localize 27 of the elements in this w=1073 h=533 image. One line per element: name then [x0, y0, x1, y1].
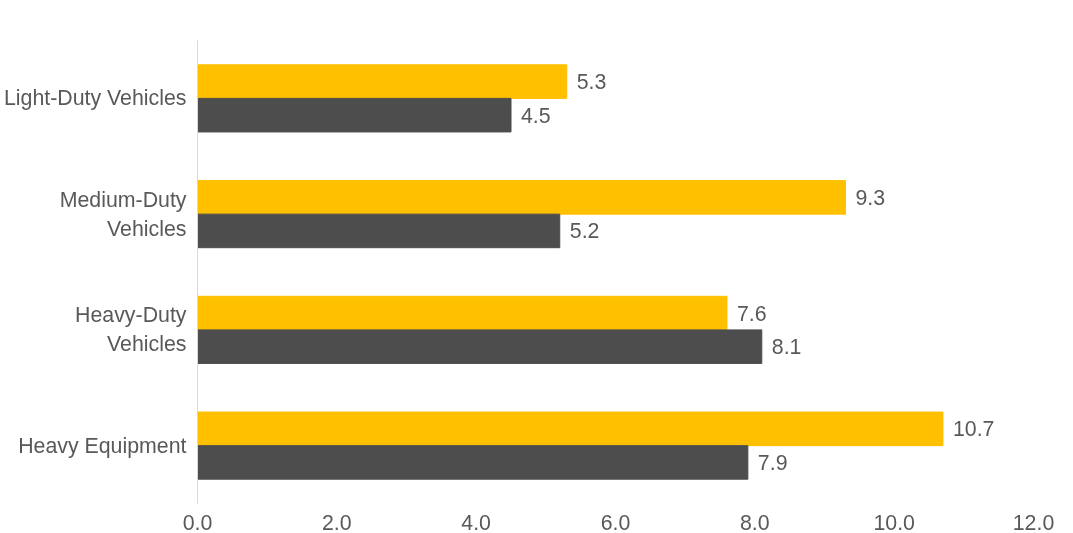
data-label: 10.7: [952, 417, 995, 442]
x-tick-label: 12.0: [1012, 510, 1055, 533]
bar: [197, 411, 944, 447]
bar: [197, 64, 568, 99]
data-label: 7.6: [736, 301, 767, 326]
x-tick-label: 6.0: [600, 510, 631, 533]
data-label: 5.2: [569, 219, 600, 244]
bar: [197, 180, 846, 215]
data-label: 7.9: [757, 450, 788, 475]
x-tick-label: 10.0: [873, 510, 916, 533]
bar: [197, 445, 749, 480]
x-tick-label: 0.0: [182, 510, 213, 533]
data-label: 4.5: [521, 103, 551, 128]
data-label: 8.1: [771, 335, 802, 360]
bar: [197, 295, 728, 331]
data-label: 5.3: [576, 70, 607, 95]
bar: [197, 329, 763, 364]
x-tick-label: 4.0: [461, 510, 492, 533]
y-tick-label: Light-Duty Vehicles: [3, 86, 187, 111]
y-tick-label: Medium-Duty Vehicles: [59, 187, 187, 241]
y-tick-label: Heavy-Duty Vehicles: [75, 303, 187, 357]
bar: [197, 213, 561, 249]
y-tick-label: Heavy Equipment: [18, 433, 187, 458]
x-tick-label: 8.0: [740, 510, 770, 533]
data-label: 9.3: [855, 185, 886, 210]
x-tick-label: 2.0: [322, 510, 352, 533]
bar: [197, 97, 512, 133]
